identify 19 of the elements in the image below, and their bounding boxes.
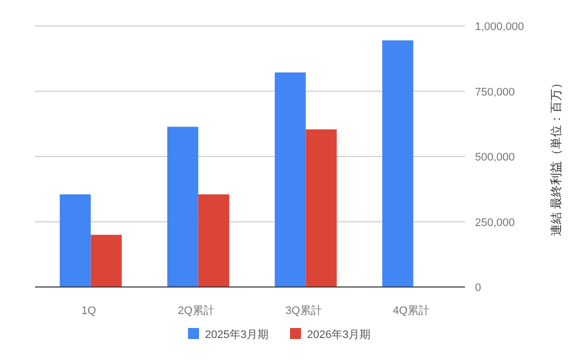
bar	[167, 126, 198, 287]
legend-label: 2025年3月期	[205, 329, 269, 341]
y-tick-label: 0	[475, 282, 482, 294]
x-tick-label: 3Q累計	[285, 304, 322, 317]
x-tick-label: 2Q累計	[178, 304, 215, 317]
bar	[382, 40, 414, 287]
y-axis-title: 連結 最終利益（単位：百万）	[549, 76, 563, 236]
bar	[60, 194, 91, 287]
y-tick-label: 1,000,000	[475, 21, 524, 33]
x-tick-label: 4Q累計	[392, 304, 430, 317]
bar	[90, 234, 122, 287]
y-tick-label: 750,000	[475, 86, 515, 98]
y-tick-label: 500,000	[475, 152, 515, 164]
bar	[198, 194, 230, 287]
bar	[274, 72, 306, 287]
bar	[306, 129, 337, 287]
y-tick-label: 250,000	[475, 216, 515, 229]
legend-label: 2026年3月期	[307, 329, 371, 341]
x-tick-label: 1Q	[81, 305, 97, 317]
